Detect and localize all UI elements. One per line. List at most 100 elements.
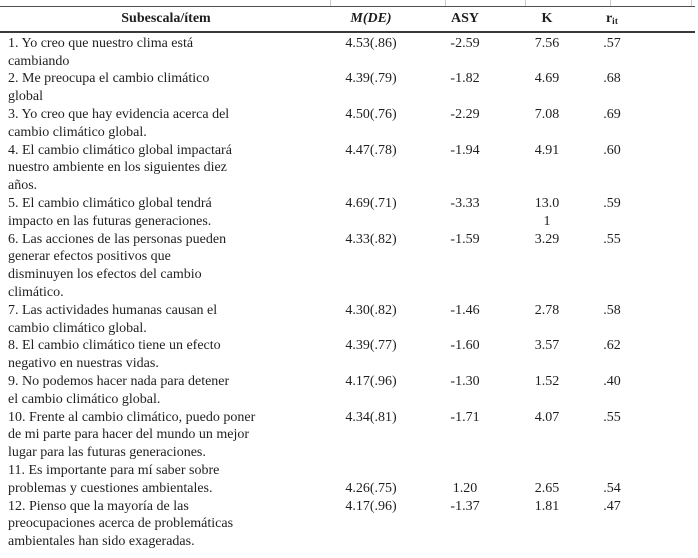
filler-cell xyxy=(650,195,695,231)
k-cell: 7.08 xyxy=(534,106,560,122)
rit-cell: .60 xyxy=(603,142,621,158)
rit-cell: .59 xyxy=(603,195,621,211)
filler-cell xyxy=(650,32,695,71)
filler-cell xyxy=(650,106,695,142)
asy-cell: 1.20 xyxy=(452,480,478,496)
k-cell: 4.91 xyxy=(534,142,560,158)
filler-header-cell xyxy=(650,5,695,33)
table-row-item-4: 4. El cambio climático global impactará … xyxy=(0,142,695,195)
item-cell: 6. Las acciones de las personas pueden g… xyxy=(8,231,227,300)
rit-cell: .54 xyxy=(603,480,621,496)
filler-cell xyxy=(650,373,695,409)
m-de-cell: 4.53(.86) xyxy=(345,35,397,51)
filler-cell xyxy=(650,302,695,338)
rit-cell: .55 xyxy=(603,231,621,247)
column-boundary-tick xyxy=(330,0,331,6)
filler-cell xyxy=(650,337,695,373)
filler-cell xyxy=(650,70,695,106)
m-de-cell: 4.39(.77) xyxy=(345,338,397,354)
table-row-item-12: 12. Pienso que la mayoría de las preocup… xyxy=(0,498,695,551)
asy-cell: -2.29 xyxy=(450,106,480,122)
rit-cell: .68 xyxy=(603,71,621,87)
item-cell: 7. Las actividades humanas causan el cam… xyxy=(8,302,218,336)
asy-cell: -3.33 xyxy=(450,195,480,211)
table-row-item-5: 5. El cambio climático global tendrá imp… xyxy=(0,195,695,231)
item-cell: 12. Pienso que la mayoría de las preocup… xyxy=(8,498,234,550)
filler-cell xyxy=(650,498,695,551)
rit-cell: .57 xyxy=(603,35,621,51)
item-cell: 9. No podemos hacer nada para detener el… xyxy=(8,373,230,407)
column-header-asy: ASY xyxy=(410,5,520,33)
rit-subscript: it xyxy=(612,16,619,26)
table-row-item-3: 3. Yo creo que hay evidencia acerca del … xyxy=(0,106,695,142)
k-cell: 3.29 xyxy=(534,231,560,247)
table-row-item-6: 6. Las acciones de las personas pueden g… xyxy=(0,231,695,302)
column-boundary-tick xyxy=(610,0,611,6)
item-cell: 2. Me preocupa el cambio climático globa… xyxy=(8,71,210,105)
filler-cell xyxy=(650,142,695,195)
asy-cell: -1.60 xyxy=(450,338,480,354)
item-statistics-table: Subescala/ítem M(DE) ASY K rit 1. Yo cre… xyxy=(0,5,695,551)
asy-cell: -1.82 xyxy=(450,71,480,87)
item-cell: 8. El cambio climático tiene un efecto n… xyxy=(8,338,221,372)
m-de-cell: 4.69(.71) xyxy=(345,195,397,211)
table-row-item-10: 10. Frente al cambio climático, puedo po… xyxy=(0,409,695,462)
table-row-item-11: 11. Es importante para mí saber sobre pr… xyxy=(0,462,695,498)
k-cell: 2.65 xyxy=(534,480,560,496)
filler-cell xyxy=(650,231,695,302)
k-cell: 1.52 xyxy=(534,373,560,389)
rit-cell: .69 xyxy=(603,106,621,122)
column-boundary-tick xyxy=(445,0,446,6)
k-cell: 7.56 xyxy=(534,35,560,51)
m-de-cell: 4.26(.75) xyxy=(345,480,397,496)
filler-cell xyxy=(650,462,695,498)
rit-cell: .47 xyxy=(603,498,621,514)
k-cell: 3.57 xyxy=(534,338,560,354)
header-row: Subescala/ítem M(DE) ASY K rit xyxy=(0,5,695,33)
m-de-cell: 4.17(.96) xyxy=(345,373,397,389)
item-cell: 4. El cambio climático global impactará … xyxy=(8,142,232,194)
m-de-cell: 4.39(.79) xyxy=(345,71,397,87)
m-de-cell: 4.30(.82) xyxy=(345,302,397,318)
filler-cell xyxy=(650,409,695,462)
item-cell: 5. El cambio climático global tendrá imp… xyxy=(8,195,212,229)
column-header-subescala-item: Subescala/ítem xyxy=(0,5,332,33)
table-row-item-9: 9. No podemos hacer nada para detener el… xyxy=(0,373,695,409)
asy-cell: -1.59 xyxy=(450,231,480,247)
k-cell: 2.78 xyxy=(534,302,560,318)
asy-cell: -1.46 xyxy=(450,302,480,318)
column-header-m-de: M(DE) xyxy=(332,5,410,33)
item-cell: 1. Yo creo que nuestro clima está cambia… xyxy=(8,35,194,69)
asy-cell: -1.37 xyxy=(450,498,480,514)
table-row-item-1: 1. Yo creo que nuestro clima está cambia… xyxy=(0,32,695,71)
m-de-cell: 4.17(.96) xyxy=(345,498,397,514)
table-row-item-7: 7. Las actividades humanas causan el cam… xyxy=(0,302,695,338)
k-cell: 1.81 xyxy=(534,498,560,514)
asy-cell: -2.59 xyxy=(450,35,480,51)
item-cell: 10. Frente al cambio climático, puedo po… xyxy=(8,409,256,461)
rit-symbol: r xyxy=(605,11,613,26)
rit-cell: .40 xyxy=(603,373,621,389)
m-de-cell: 4.33(.82) xyxy=(345,231,397,247)
column-boundary-tick xyxy=(525,0,526,6)
m-de-cell: 4.47(.78) xyxy=(345,142,397,158)
column-header-rit: rit xyxy=(574,5,650,33)
item-cell: 11. Es importante para mí saber sobre pr… xyxy=(8,462,220,496)
column-boundary-tick xyxy=(691,0,692,6)
asy-cell: -1.94 xyxy=(450,142,480,158)
asy-cell: -1.71 xyxy=(450,409,480,425)
k-cell: 13.0 1 xyxy=(534,195,560,229)
rit-cell: .62 xyxy=(603,338,621,354)
k-cell: 4.07 xyxy=(534,409,560,425)
table-row-item-2: 2. Me preocupa el cambio climático globa… xyxy=(0,70,695,106)
m-de-cell: 4.34(.81) xyxy=(345,409,397,425)
table-row-item-8: 8. El cambio climático tiene un efecto n… xyxy=(0,337,695,373)
rit-cell: .55 xyxy=(603,409,621,425)
k-cell: 4.69 xyxy=(534,71,560,87)
rit-cell: .58 xyxy=(603,302,621,318)
column-header-k: K xyxy=(520,5,574,33)
m-de-cell: 4.50(.76) xyxy=(345,106,397,122)
item-cell: 3. Yo creo que hay evidencia acerca del … xyxy=(8,106,230,140)
asy-cell: -1.30 xyxy=(450,373,480,389)
